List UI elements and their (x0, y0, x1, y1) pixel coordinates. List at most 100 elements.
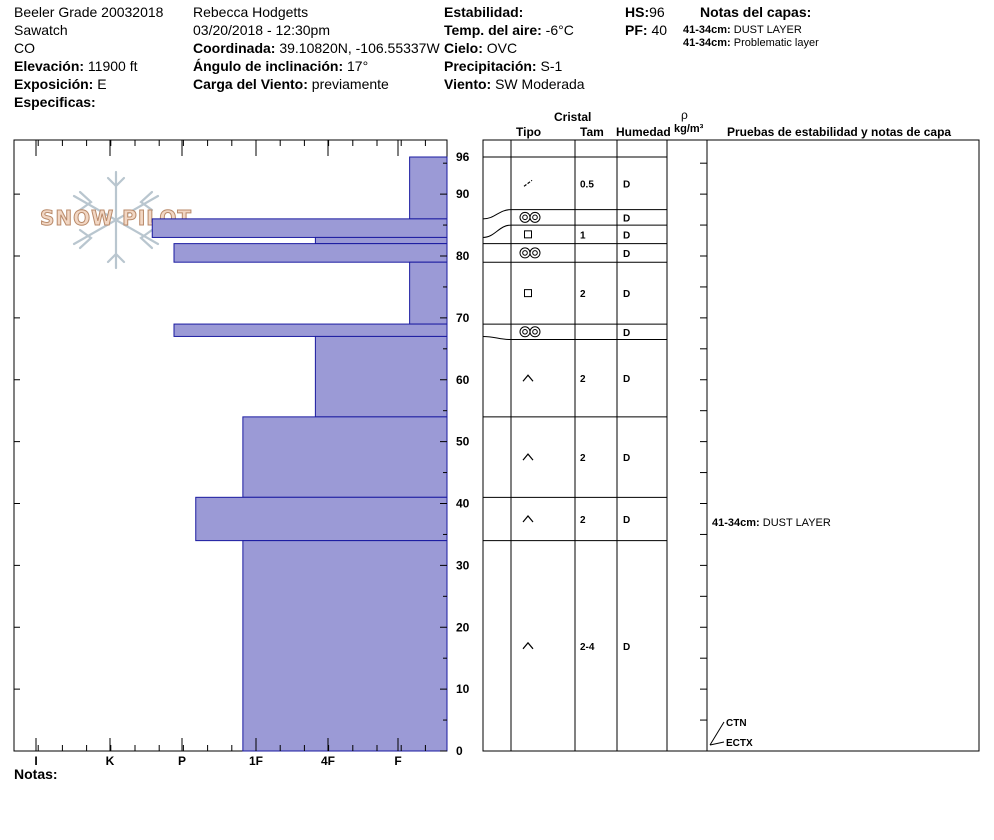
surface-hoar-icon (519, 211, 541, 223)
moisture-value: D (623, 230, 630, 241)
slope-label: Ángulo de inclinación: (193, 58, 344, 74)
height-tick-label: 40 (456, 497, 470, 511)
depth-hoar-icon (522, 641, 534, 650)
crystal-size: 2 (580, 374, 586, 385)
faceted-icon (524, 230, 532, 239)
layer-note-1: 41-34cm: DUST LAYER (683, 24, 802, 37)
hardness-tick-label: K (106, 754, 115, 768)
depth-hoar-icon (522, 515, 534, 523)
coordinates-label: Coordinada: (193, 40, 276, 56)
moisture-value: D (623, 213, 630, 224)
surface-hoar-icon (519, 247, 541, 259)
layer-note-text: Problematic layer (733, 37, 819, 49)
test-markers: CTN ECTX (709, 718, 753, 749)
height-tick-label: 50 (456, 435, 470, 449)
hardness-bar (242, 540, 448, 752)
layer-note-range: 41-34cm: (683, 37, 731, 49)
wind-load-label: Carga del Viento: (193, 76, 308, 92)
hardness-tick-label: I (34, 754, 37, 768)
density-rho-header: ρ (681, 108, 688, 122)
height-tick-label: 60 (456, 373, 470, 387)
hardness-tick-label: P (178, 754, 186, 768)
air-temperature: Temp. del aire: -6°C (444, 22, 574, 39)
air-temp-label: Temp. del aire: (444, 22, 542, 38)
hardness-tick-label: F (394, 754, 401, 768)
hs-value: 96 (649, 4, 665, 20)
coordinates-value: 39.10820N, -106.55337W (279, 40, 440, 56)
slope-value: 17° (347, 58, 369, 74)
crystal-size: 1 (580, 230, 586, 241)
layer-connector (482, 335, 512, 341)
elevation-value: 11900 ft (87, 58, 138, 74)
hardness-bottom-ticks: I K P 1F 4F F (13, 738, 426, 768)
pf-label: PF: (625, 22, 648, 38)
height-tick-label: 80 (456, 249, 470, 263)
wind-load-value: previamente (311, 76, 389, 92)
test-pointer (709, 741, 725, 746)
surface-hoar-icon (519, 326, 541, 338)
aspect-value: E (97, 76, 107, 92)
layer-notes-title: Notas del capas: (700, 4, 812, 20)
hardness-bar (409, 156, 448, 220)
depth-hoar-icon (522, 453, 534, 461)
height-tick-label: 90 (456, 187, 470, 201)
wind-loading: Carga del Viento: previamente (193, 76, 389, 93)
layer-note-2: 41-34cm: Problematic layer (683, 37, 819, 50)
size-header: Tam (580, 125, 604, 139)
wind: Viento: SW Moderada (444, 76, 585, 93)
hardness-bars (151, 156, 448, 752)
decomposing-icon (523, 179, 533, 187)
mountain-range: Sawatch (14, 22, 68, 38)
moisture-value: D (623, 453, 630, 464)
precip-value: S-1 (540, 58, 563, 74)
hardness-bar (173, 243, 448, 263)
height-tick-label: 30 (456, 558, 470, 572)
height-tick-label: 10 (456, 682, 470, 696)
sky-value: OVC (486, 40, 518, 56)
aspect-label: Exposición: (14, 76, 94, 92)
specifics-label: Especificas: (14, 94, 96, 110)
precipitation: Precipitación: S-1 (444, 58, 562, 75)
moisture-value: D (623, 249, 630, 260)
crystal-header: Cristal (554, 110, 592, 124)
snowpilot-logo: SNOW PILOT (36, 170, 196, 270)
moisture-value: D (623, 289, 630, 300)
precip-label: Precipitación: (444, 58, 537, 74)
notes-label: Notas: (14, 766, 58, 782)
hardness-bar (151, 218, 448, 238)
height-axis-ticks: 96 90 80 70 60 50 40 30 20 10 0 (14, 150, 470, 758)
aspect: Exposición: E (14, 76, 107, 93)
foot-penetration: PF: 40 (625, 22, 667, 39)
moisture-value: D (623, 515, 630, 526)
hardness-tick-label: 1F (249, 754, 263, 768)
moisture-header: Humedad (616, 125, 671, 139)
crystal-size: 0.5 (580, 179, 594, 190)
density-unit-header: kg/m³ (674, 123, 704, 135)
layer-comment-range: 41-34cm: (712, 517, 760, 529)
snow-height: HS:96 (625, 4, 665, 21)
moisture-value: D (623, 328, 630, 339)
elevation: Elevación: 11900 ft (14, 58, 137, 75)
sky-cover: Cielo: OVC (444, 40, 517, 57)
observation-datetime: 03/20/2018 - 12:30pm (193, 22, 330, 38)
layer-comment-text: DUST LAYER (762, 517, 831, 529)
test-label: CTN (726, 718, 747, 729)
state: CO (14, 40, 35, 56)
wind-label: Viento: (444, 76, 492, 92)
stability: Estabilidad: (444, 4, 523, 21)
sky-label: Cielo: (444, 40, 483, 56)
moisture-value: D (623, 374, 630, 385)
height-tick-label: 0 (456, 744, 463, 758)
hardness-top-ticks (13, 140, 426, 156)
hardness-bar (314, 335, 448, 418)
depth-hoar-icon (522, 374, 534, 382)
hardness-bar (409, 261, 448, 325)
layer-connector (482, 224, 512, 238)
crystal-size: 2-4 (580, 642, 595, 653)
layer-note-range: 41-34cm: (683, 24, 731, 36)
hardness-bar (314, 236, 448, 245)
height-tick-label: 20 (456, 620, 470, 634)
type-header: Tipo (516, 125, 542, 139)
site-name: Beeler Grade 20032018 (14, 4, 164, 20)
